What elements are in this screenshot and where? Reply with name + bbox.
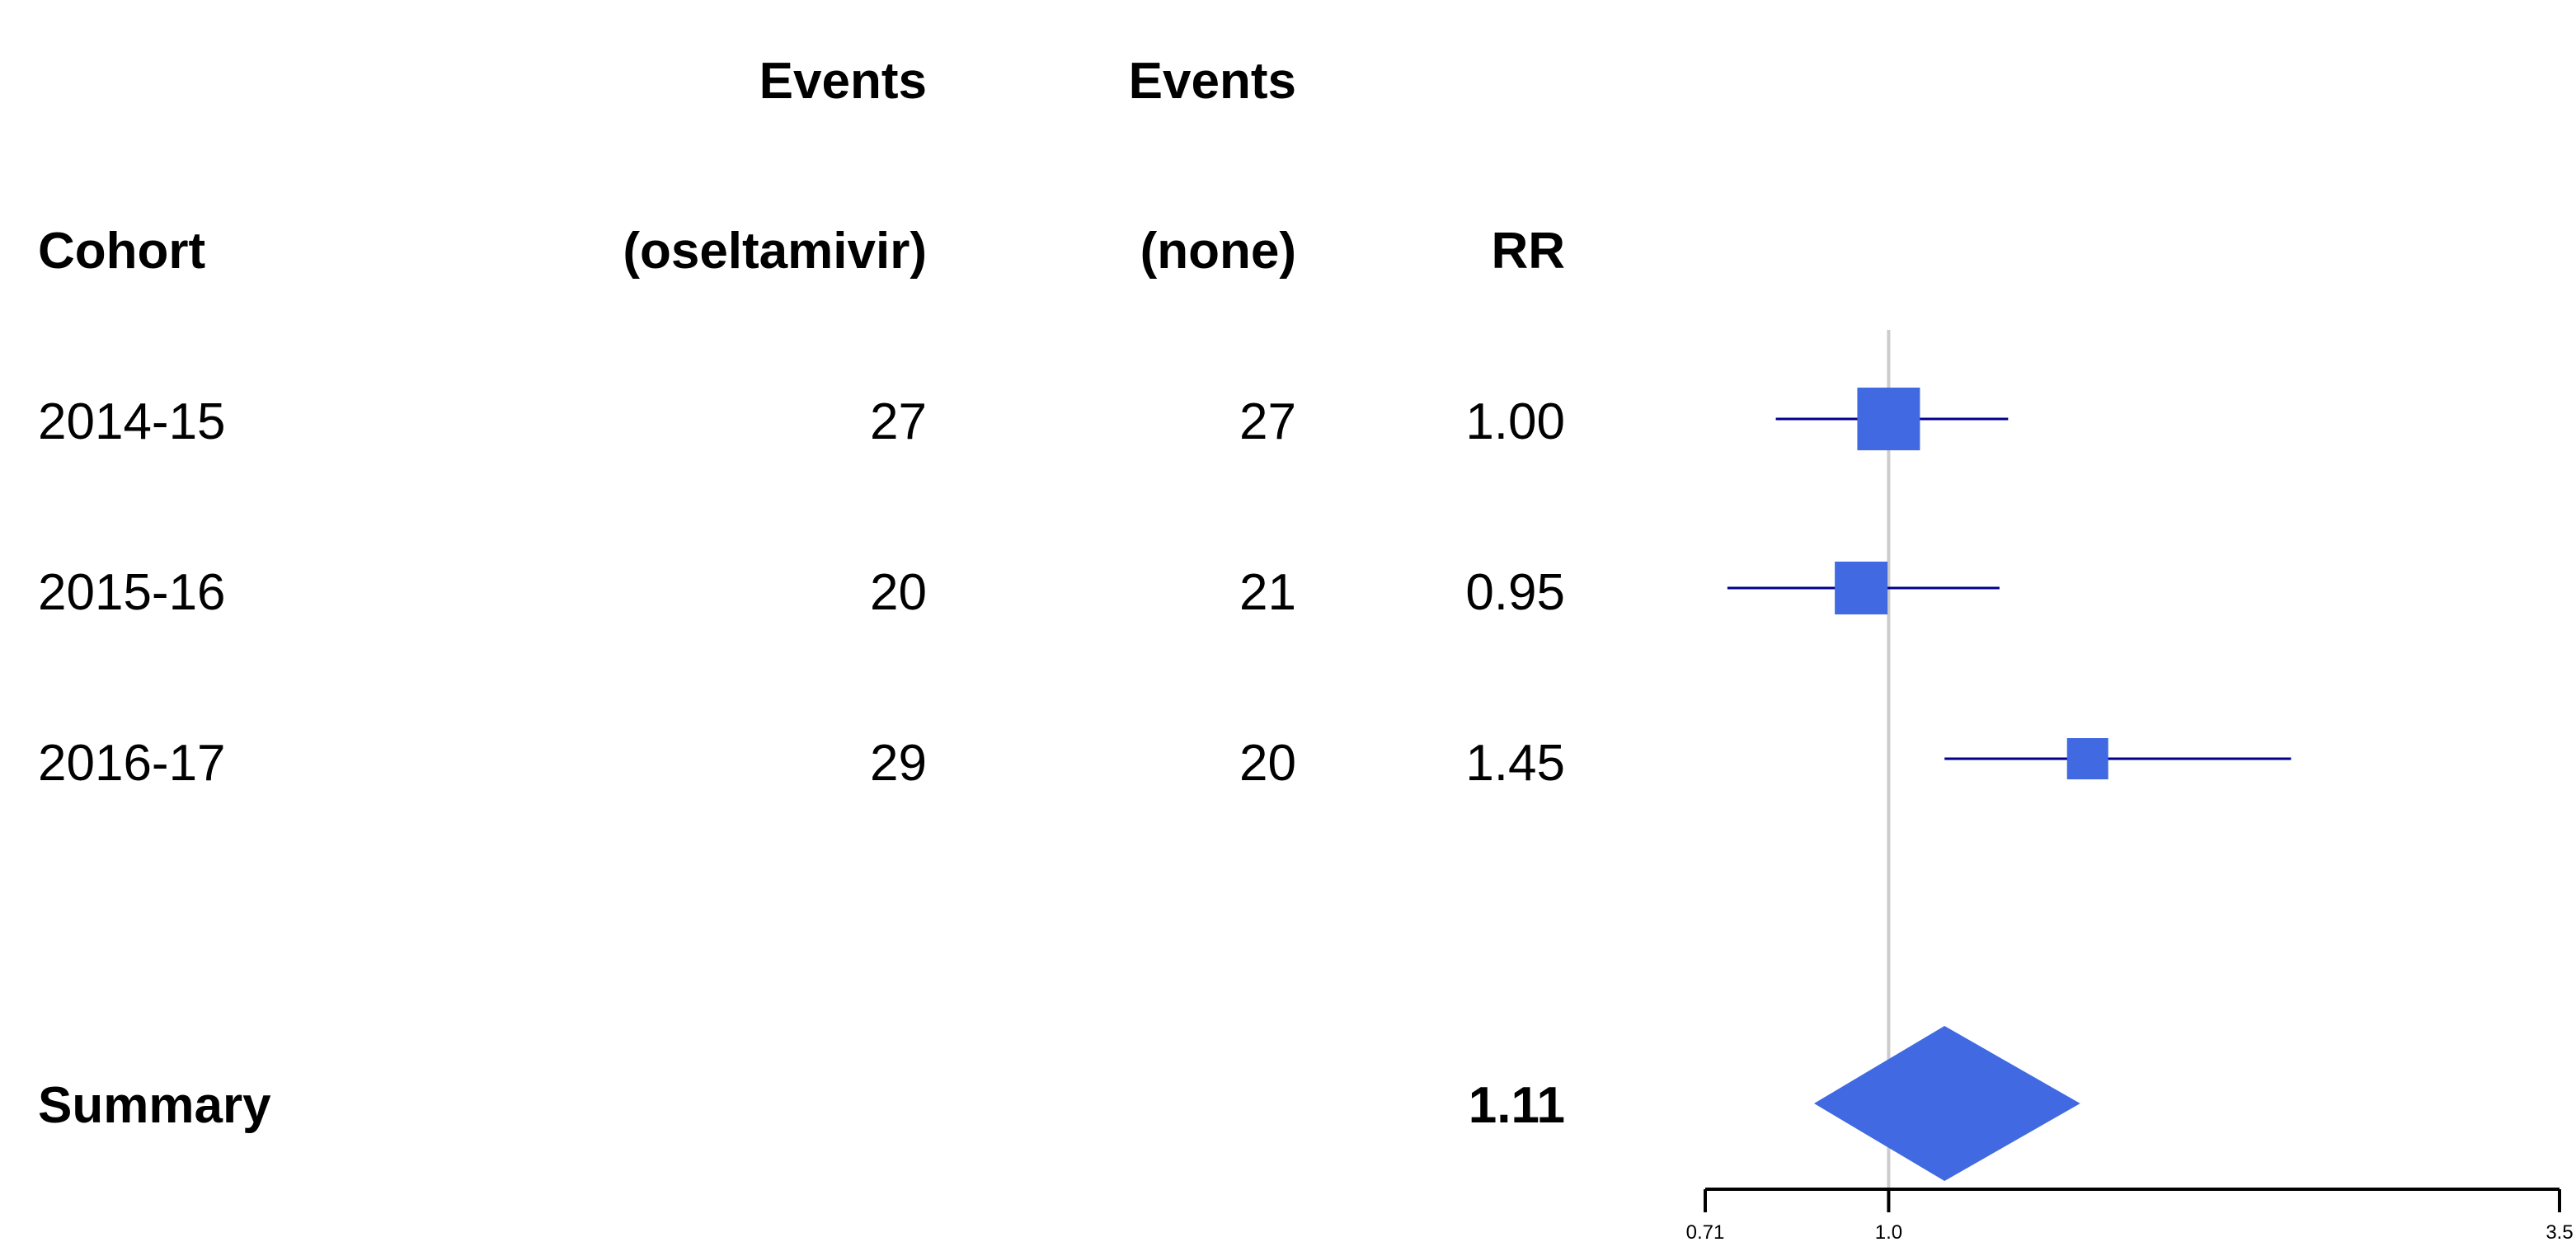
header-events-none: Events <box>1128 53 1296 110</box>
header-none: (none) <box>1140 223 1296 280</box>
row-rr-value: 1.45 <box>1465 735 1565 792</box>
header-rr: RR <box>1491 223 1565 280</box>
summary-rr-value: 1.11 <box>1468 1077 1565 1134</box>
x-axis-tick-label: 1.0 <box>1875 1221 1902 1242</box>
x-axis-tick-label: 3.5 <box>2545 1221 2573 1242</box>
row-cohort-label: 2014-15 <box>38 393 226 450</box>
summary-label: Summary <box>38 1077 271 1134</box>
row-events-oseltamivir: 27 <box>870 393 927 450</box>
row-rr-value: 1.00 <box>1465 393 1565 450</box>
row-events-oseltamivir: 20 <box>870 564 927 621</box>
row-events-oseltamivir: 29 <box>870 735 927 792</box>
header-events-oseltamivir: Events <box>759 53 927 110</box>
summary-diamond <box>1813 1026 2080 1181</box>
point-estimate-box <box>1857 388 1920 450</box>
row-events-none: 27 <box>1239 393 1296 450</box>
point-estimate-box <box>1835 562 1888 614</box>
header-oseltamivir: (oseltamivir) <box>623 223 927 280</box>
row-events-none: 20 <box>1239 735 1296 792</box>
row-events-none: 21 <box>1239 564 1296 621</box>
header-cohort: Cohort <box>38 223 206 280</box>
point-estimate-box <box>2066 738 2108 779</box>
row-cohort-label: 2016-17 <box>38 735 226 792</box>
row-cohort-label: 2015-16 <box>38 564 226 621</box>
row-rr-value: 0.95 <box>1465 564 1565 621</box>
x-axis-tick-label: 0.71 <box>1686 1221 1725 1242</box>
